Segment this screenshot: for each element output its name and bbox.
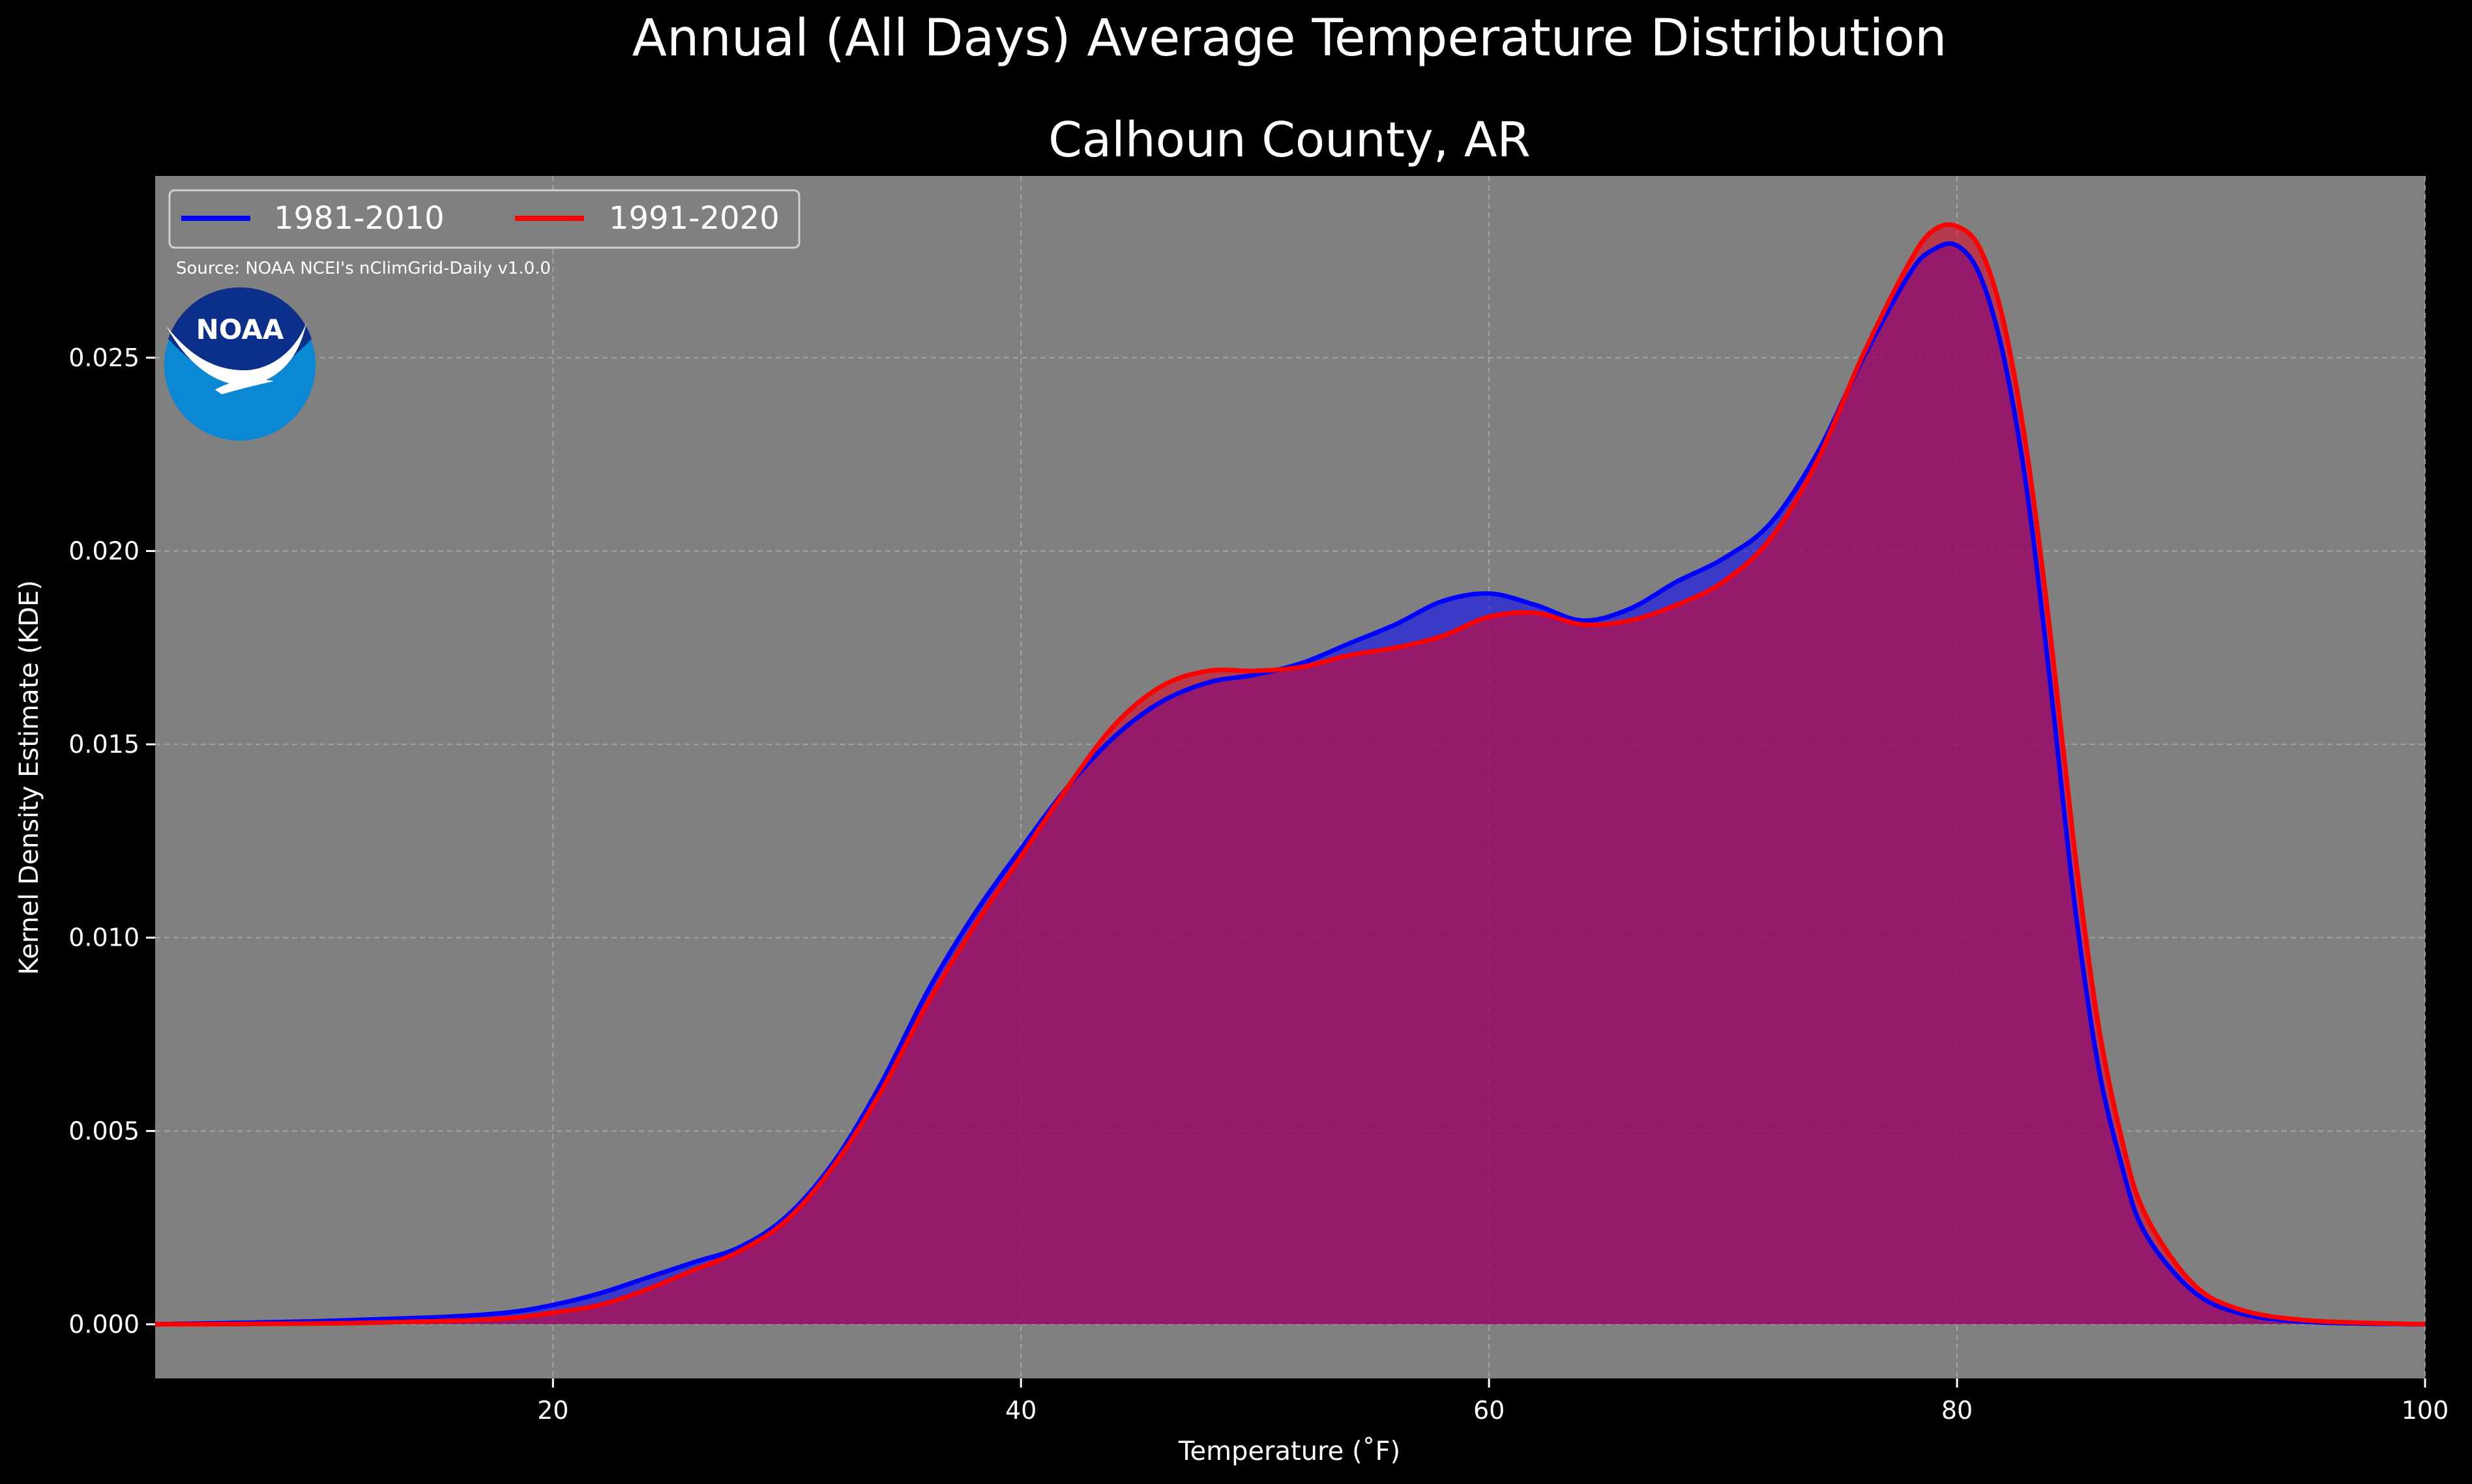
x-tick-label: 100 [2402,1396,2449,1425]
y-tick-label: 0.015 [68,730,140,759]
noaa-logo-gull-tail [215,379,274,394]
y-tick-label: 0.025 [68,343,140,372]
legend-box [168,189,801,249]
y-axis-label: Kernel Density Estimate (KDE) [14,580,44,975]
y-tick-label: 0.020 [68,536,140,565]
chart-suptitle: Annual (All Days) Average Temperature Di… [632,9,1947,68]
noaa-logo: NOAA [164,287,316,441]
x-tick-label: 60 [1473,1396,1505,1425]
y-tick-label: 0.010 [68,924,140,952]
series-area-1991-2020 [155,224,2425,1324]
noaa-logo-text: NOAA [196,313,284,345]
source-note: Source: NOAA NCEI's nClimGrid-Daily v1.0… [176,259,551,278]
series-line-1981-2010 [154,241,2426,1327]
noaa-logo-gull [166,323,306,385]
tick-layer: 20 40 60 80 100 0.000 0.005 0.010 0.015 0.020 0.02… [68,343,2449,1425]
noaa-logo-sky [168,287,312,381]
series-layer [154,222,2426,1327]
x-tick-label: 40 [1005,1396,1037,1425]
legend-label-1991-2020: 1991-2020 [609,200,780,237]
series-line-1991-2020 [154,222,2426,1327]
legend: 1981-2010 1991-2020 [168,189,801,249]
x-tick-label: 20 [537,1396,568,1425]
legend-label-1981-2010: 1981-2010 [274,200,445,237]
y-tick-label: 0.000 [68,1310,140,1339]
x-tick-label: 80 [1941,1396,1973,1425]
chart-title: Calhoun County, AR [1048,112,1531,168]
x-axis-label: Temperature (˚F) [1178,1436,1400,1466]
y-tick-label: 0.005 [68,1116,140,1145]
